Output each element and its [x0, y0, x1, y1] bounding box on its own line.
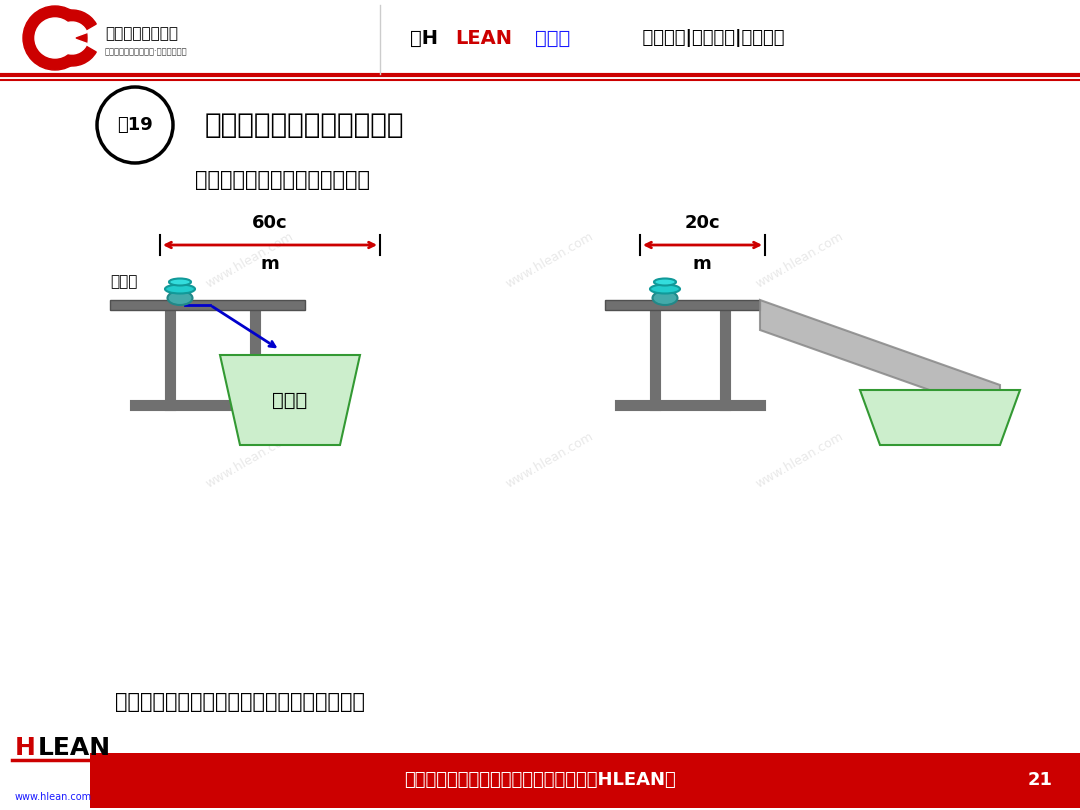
Circle shape: [23, 6, 87, 70]
Text: www.hlean.com: www.hlean.com: [754, 229, 846, 291]
Text: H: H: [15, 736, 36, 760]
Ellipse shape: [650, 284, 680, 293]
Text: 其它力：磁力、气压、油压、弹力、点滴装置: 其它力：磁力、气压、油压、弹力、点滴装置: [114, 692, 365, 712]
Bar: [110, 300, 305, 310]
Text: www.hlean.com: www.hlean.com: [504, 229, 596, 291]
Text: 中国先进精益管理体系·智能制造系统: 中国先进精益管理体系·智能制造系统: [105, 48, 188, 57]
Bar: [605, 300, 760, 310]
Text: LEAN: LEAN: [455, 28, 512, 48]
Text: www.hlean.com: www.hlean.com: [204, 429, 296, 490]
Text: 利用斜槽缩短完成品搬运的距离: 利用斜槽缩短完成品搬运的距离: [195, 170, 370, 190]
Polygon shape: [760, 300, 1000, 415]
Text: 例19: 例19: [117, 116, 153, 134]
Text: 20c: 20c: [685, 214, 719, 232]
Wedge shape: [56, 22, 87, 54]
Wedge shape: [44, 10, 96, 66]
Text: 精益生产|智能制造|管理前沿: 精益生产|智能制造|管理前沿: [630, 29, 784, 47]
Text: 工件箱: 工件箱: [272, 390, 308, 410]
Text: 21: 21: [1027, 771, 1053, 789]
Bar: [90, 753, 1080, 808]
Text: www.hlean.com: www.hlean.com: [754, 429, 846, 490]
Text: 做行业标杆，找精弘益；要幸福高效，用HLEAN！: 做行业标杆，找精弘益；要幸福高效，用HLEAN！: [404, 771, 676, 789]
Text: m: m: [260, 255, 280, 273]
Polygon shape: [220, 355, 360, 445]
Ellipse shape: [168, 279, 191, 285]
Text: 利用重力和其它力取送材料: 利用重力和其它力取送材料: [205, 111, 405, 139]
Text: www.hlean.com: www.hlean.com: [15, 792, 92, 802]
Text: 60c: 60c: [253, 214, 287, 232]
Ellipse shape: [167, 291, 192, 305]
Circle shape: [35, 18, 75, 58]
Circle shape: [97, 87, 173, 163]
Text: 作业台: 作业台: [110, 275, 137, 289]
Text: www.hlean.com: www.hlean.com: [504, 429, 596, 490]
Bar: [0, 0, 1080, 75]
Ellipse shape: [652, 291, 677, 305]
Text: LEAN: LEAN: [38, 736, 111, 760]
Ellipse shape: [165, 284, 195, 293]
Text: www.hlean.com: www.hlean.com: [204, 229, 296, 291]
Text: 学堂】: 学堂】: [535, 28, 570, 48]
Text: m: m: [692, 255, 712, 273]
Text: 精益生产促进中心: 精益生产促进中心: [105, 27, 178, 41]
Ellipse shape: [654, 279, 676, 285]
Polygon shape: [860, 390, 1020, 445]
Text: 【H: 【H: [410, 28, 438, 48]
